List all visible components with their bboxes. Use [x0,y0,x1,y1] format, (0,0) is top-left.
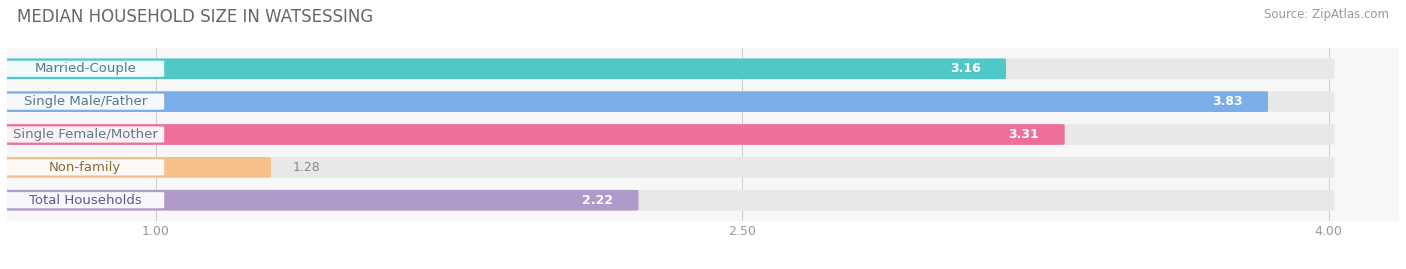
FancyBboxPatch shape [1,157,1334,178]
Text: Single Male/Father: Single Male/Father [24,95,146,108]
FancyBboxPatch shape [174,159,270,175]
Text: 3.16: 3.16 [950,62,980,75]
Text: Total Households: Total Households [30,194,142,207]
Text: MEDIAN HOUSEHOLD SIZE IN WATSESSING: MEDIAN HOUSEHOLD SIZE IN WATSESSING [17,8,373,26]
FancyBboxPatch shape [1,91,1268,112]
Text: Source: ZipAtlas.com: Source: ZipAtlas.com [1264,8,1389,21]
Text: 3.31: 3.31 [1008,128,1039,141]
Text: 2.22: 2.22 [582,194,613,207]
Text: 1.28: 1.28 [292,161,321,174]
FancyBboxPatch shape [541,192,637,208]
FancyBboxPatch shape [910,61,1005,77]
FancyBboxPatch shape [6,192,165,208]
FancyBboxPatch shape [6,94,165,110]
FancyBboxPatch shape [1,58,1007,79]
FancyBboxPatch shape [1,91,1334,112]
FancyBboxPatch shape [1,157,271,178]
FancyBboxPatch shape [6,61,165,77]
Text: Non-family: Non-family [49,161,121,174]
FancyBboxPatch shape [1,124,1064,145]
FancyBboxPatch shape [1,124,1334,145]
FancyBboxPatch shape [1,58,1334,79]
Text: 3.83: 3.83 [1212,95,1243,108]
FancyBboxPatch shape [6,126,165,143]
FancyBboxPatch shape [969,126,1063,143]
FancyBboxPatch shape [1171,94,1267,110]
Text: Married-Couple: Married-Couple [34,62,136,75]
FancyBboxPatch shape [6,159,165,175]
Text: Single Female/Mother: Single Female/Mother [13,128,157,141]
FancyBboxPatch shape [1,190,1334,211]
FancyBboxPatch shape [1,190,638,211]
